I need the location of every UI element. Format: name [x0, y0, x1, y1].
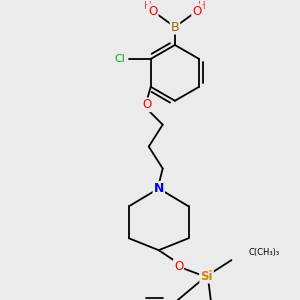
Text: O: O	[142, 98, 152, 111]
Text: O: O	[192, 4, 201, 18]
Text: N: N	[154, 182, 164, 195]
Text: Si: Si	[200, 270, 213, 283]
Text: Cl: Cl	[114, 54, 125, 64]
Text: O: O	[174, 260, 183, 273]
Text: H: H	[198, 1, 206, 11]
Text: C(CH₃)₃: C(CH₃)₃	[248, 248, 280, 257]
Text: B: B	[171, 21, 179, 34]
Text: H: H	[144, 1, 152, 11]
Text: O: O	[148, 4, 158, 18]
